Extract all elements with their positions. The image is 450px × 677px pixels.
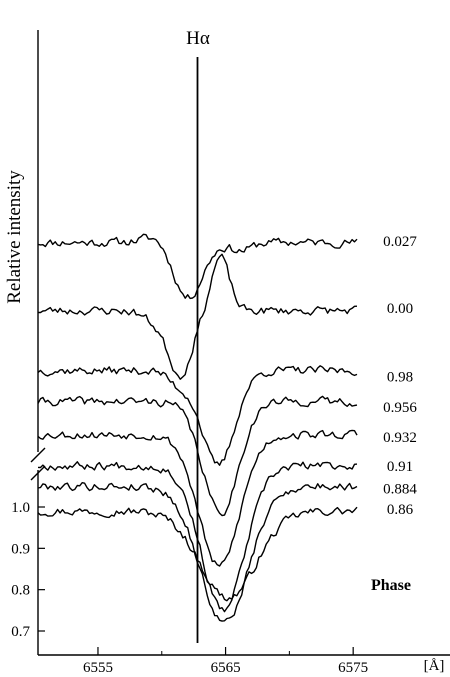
y-tick-label: 0.7 (11, 624, 30, 640)
spectrum-curve-phase-0_91 (37, 461, 358, 613)
axes (30, 30, 450, 656)
spectrum-curve-phase-0_956 (37, 395, 358, 517)
y-tick-label: 0.8 (11, 583, 30, 599)
phase-label: 0.932 (383, 430, 417, 446)
chart-title: Hα (186, 28, 210, 49)
series-labels: 0.027 0.00 0.98 0.956 0.932 0.91 0.884 0.86 (383, 234, 417, 518)
spectrum-curve-phase-0_884 (37, 482, 358, 622)
x-tick-label: 6555 (83, 660, 113, 676)
y-tick-label: 0.9 (11, 541, 30, 557)
phase-label: 0.884 (383, 482, 417, 498)
x-tick-label: 6575 (338, 660, 368, 676)
spectrum-curve-phase-0_98 (37, 365, 358, 466)
axis-break-mark-lower (30, 465, 46, 481)
y-axis-label: Relative intensity (4, 170, 25, 304)
phase-label: 0.86 (387, 502, 414, 518)
phase-label: 0.956 (383, 400, 417, 416)
tick-labels: 6555 6565 6575 1.0 0.9 0.8 0.7 (11, 500, 368, 676)
spectrum-curve-phase-0_00 (38, 253, 358, 380)
y-tick-label: 1.0 (11, 500, 30, 516)
phase-label: 0.027 (383, 234, 417, 250)
spectrum-curve-phase-0_027 (37, 233, 358, 300)
spectrum-curve-phase-0_932 (37, 429, 358, 567)
axis-break-mark-upper (30, 447, 46, 463)
phase-label: 0.91 (387, 459, 413, 475)
x-tick-label: 6565 (211, 660, 241, 676)
phase-label: 0.00 (387, 301, 413, 317)
phase-label: 0.98 (387, 369, 413, 385)
x-axis-label: [Å] (424, 658, 445, 674)
phase-legend-title: Phase (371, 577, 411, 594)
series-curves (37, 233, 358, 622)
spectrum-curve-phase-0_86 (37, 506, 358, 602)
